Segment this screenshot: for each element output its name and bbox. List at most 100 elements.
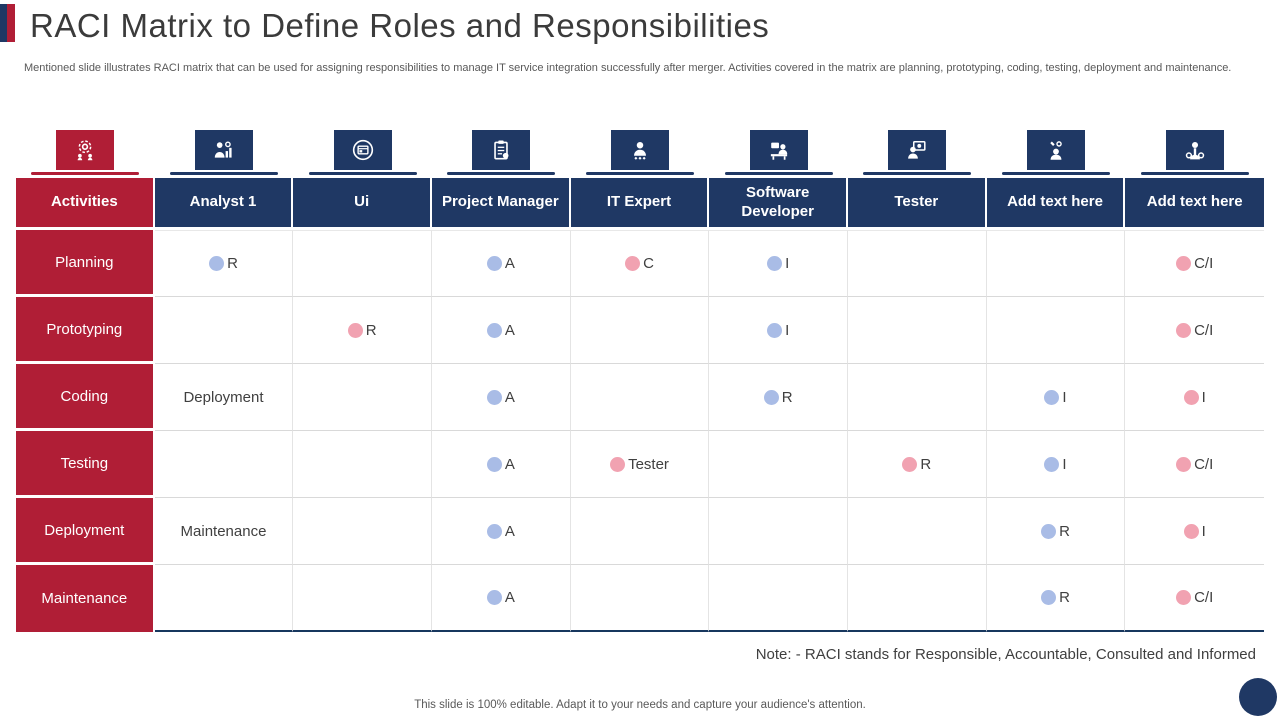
matrix-cell — [293, 431, 432, 498]
matrix-cell — [848, 565, 987, 632]
raci-value: C/I — [1194, 255, 1214, 272]
matrix-cell: C/I — [1125, 297, 1264, 364]
matrix-cell: A — [432, 431, 571, 498]
activity-label: Deployment — [16, 498, 155, 565]
activity-label: Planning — [16, 230, 155, 297]
activity-label: Maintenance — [16, 565, 155, 632]
column-icon-cell — [1125, 130, 1264, 175]
matrix-cell — [848, 498, 987, 565]
icon-underline — [31, 172, 140, 175]
raci-value: A — [504, 255, 515, 272]
matrix-cell: C/I — [1125, 230, 1264, 297]
raci-dot-pink — [902, 456, 918, 472]
table-row: Coding Deployment A R I I — [16, 364, 1264, 431]
raci-value: C/I — [1194, 455, 1214, 473]
tester-monitor-icon — [888, 130, 947, 170]
raci-value: R — [1059, 589, 1070, 606]
column-header: Project Manager — [432, 178, 571, 230]
raci-value: R — [920, 455, 932, 473]
matrix-cell — [848, 230, 987, 297]
slide-subtitle: Mentioned slide illustrates RACI matrix … — [24, 62, 1232, 74]
matrix-cell — [848, 364, 987, 431]
table-row: Maintenance A R C/I — [16, 565, 1264, 632]
person-stars-icon — [610, 130, 669, 170]
raci-note: Note: - RACI stands for Responsible, Acc… — [755, 646, 1256, 663]
raci-value: I — [1201, 388, 1206, 406]
matrix-cell — [154, 431, 294, 498]
matrix-cell — [293, 565, 432, 632]
matrix-cell: A — [432, 297, 571, 364]
raci-value: A — [504, 321, 515, 339]
icon-underline — [1140, 172, 1249, 175]
matrix-body: Planning R A C I C/I Prototyping R A I C/I Coding De… — [16, 230, 1264, 632]
raci-dot-blue — [1041, 590, 1057, 605]
raci-dot-pink — [1176, 322, 1192, 338]
raci-value: A — [504, 589, 515, 606]
matrix-cell — [709, 565, 848, 632]
raci-dot-pink — [1183, 389, 1199, 405]
column-icon-cell — [709, 130, 848, 175]
column-icon-cell — [432, 130, 571, 175]
raci-value: I — [1062, 455, 1067, 473]
raci-value: C — [643, 255, 654, 272]
matrix-cell: A — [432, 230, 571, 297]
raci-dot-blue — [486, 389, 502, 405]
column-header: Software Developer — [709, 178, 848, 230]
table-row: Deployment Maintenance A R I — [16, 498, 1264, 565]
matrix-cell — [570, 364, 710, 431]
raci-dot-blue — [486, 523, 502, 539]
activity-label: Testing — [16, 431, 155, 498]
matrix-cell: I — [986, 364, 1126, 431]
matrix-cell — [570, 297, 710, 364]
raci-value: I — [1062, 388, 1067, 406]
matrix-cell: A — [432, 565, 571, 632]
matrix-cell: I — [986, 431, 1126, 498]
raci-value: A — [504, 455, 515, 473]
column-icon-cell — [16, 130, 155, 175]
matrix-cell: C/I — [1125, 431, 1264, 498]
raci-dot-blue — [486, 256, 502, 271]
raci-dot-blue — [1044, 389, 1060, 405]
column-header: Tester — [848, 178, 987, 230]
matrix-cell — [293, 498, 432, 565]
matrix-cell: A — [432, 498, 571, 565]
matrix-cell — [154, 565, 294, 632]
raci-dot-blue — [1044, 456, 1060, 472]
matrix-cell: Tester — [570, 431, 710, 498]
raci-value: R — [1059, 522, 1070, 540]
raci-dot-pink — [1176, 590, 1192, 605]
matrix-cell: R — [709, 364, 848, 431]
raci-dot-pink — [1176, 456, 1192, 472]
column-header: Add text here — [986, 178, 1126, 230]
column-icon-cell — [987, 130, 1126, 175]
matrix-cell: Maintenance — [154, 498, 294, 565]
matrix-cell: R — [986, 498, 1126, 565]
matrix-cell: Deployment — [154, 364, 294, 431]
icon-underline — [724, 172, 833, 175]
matrix-cell — [570, 498, 710, 565]
footer-text: This slide is 100% editable. Adapt it to… — [414, 699, 866, 711]
person-tools-icon — [1026, 130, 1085, 170]
accent-bar-navy — [0, 4, 7, 42]
raci-dot-pink — [1176, 256, 1192, 271]
matrix-cell — [848, 297, 987, 364]
column-header: IT Expert — [570, 178, 710, 230]
raci-value: Deployment — [183, 388, 264, 406]
raci-value: A — [504, 388, 515, 406]
raci-dot-blue — [767, 256, 783, 271]
gear-icon — [56, 130, 115, 170]
matrix-cell: R — [848, 431, 987, 498]
matrix-cell — [154, 297, 294, 364]
raci-dot-blue — [486, 590, 502, 605]
icon-underline — [863, 172, 972, 175]
person-gears-icon — [1165, 130, 1224, 170]
matrix-cell — [986, 297, 1126, 364]
matrix-cell: I — [1125, 364, 1264, 431]
column-header: Add text here — [1125, 178, 1264, 230]
raci-value: C/I — [1194, 321, 1214, 339]
matrix-cell: C/I — [1125, 565, 1264, 632]
raci-matrix: Activities Analyst 1 Ui Project Manager IT E… — [16, 130, 1264, 632]
corner-circle-decoration — [1239, 678, 1277, 716]
raci-dot-pink — [625, 256, 641, 271]
matrix-cell: I — [709, 230, 848, 297]
